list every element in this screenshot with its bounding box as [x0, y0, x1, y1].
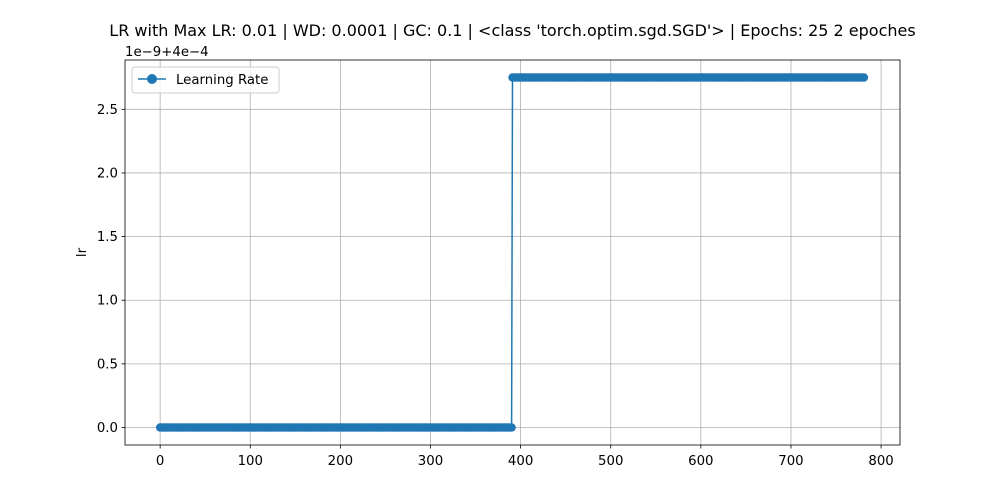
x-tick-label: 500 — [598, 454, 623, 469]
y-axis-label: lr — [75, 247, 90, 257]
x-tick-label: 100 — [238, 454, 263, 469]
axes-frame — [124, 59, 901, 446]
legend-marker-swatch — [147, 74, 157, 84]
x-tick-label: 700 — [778, 454, 803, 469]
plot-area — [155, 73, 869, 432]
y-tick-label: 0.0 — [97, 421, 118, 436]
y-tick-label: 2.0 — [97, 166, 118, 181]
x-tick-label: 400 — [508, 454, 533, 469]
y-tick-label: 0.5 — [97, 357, 118, 372]
x-tick-label: 200 — [328, 454, 353, 469]
legend: Learning Rate — [131, 66, 280, 94]
y-axis-offset-text: 1e−9+4e−4 — [125, 45, 209, 60]
x-tick-label: 0 — [156, 454, 164, 469]
axis-ticks: 0 100 200 300 400 500 600 700 800 0.0 0.5 1.0 1.5 2.0… — [97, 103, 894, 469]
y-tick-label: 1.5 — [97, 230, 118, 245]
chart-title: LR with Max LR: 0.01 | WD: 0.0001 | GC: … — [109, 21, 915, 40]
x-tick-label: 800 — [868, 454, 893, 469]
legend-box — [131, 66, 280, 94]
x-tick-label: 600 — [688, 454, 713, 469]
legend-label: Learning Rate — [176, 73, 268, 88]
data-point — [507, 423, 516, 432]
y-tick-label: 1.0 — [97, 294, 118, 309]
x-tick-label: 300 — [418, 454, 443, 469]
y-tick-label: 2.5 — [97, 103, 118, 118]
data-point — [859, 73, 869, 82]
